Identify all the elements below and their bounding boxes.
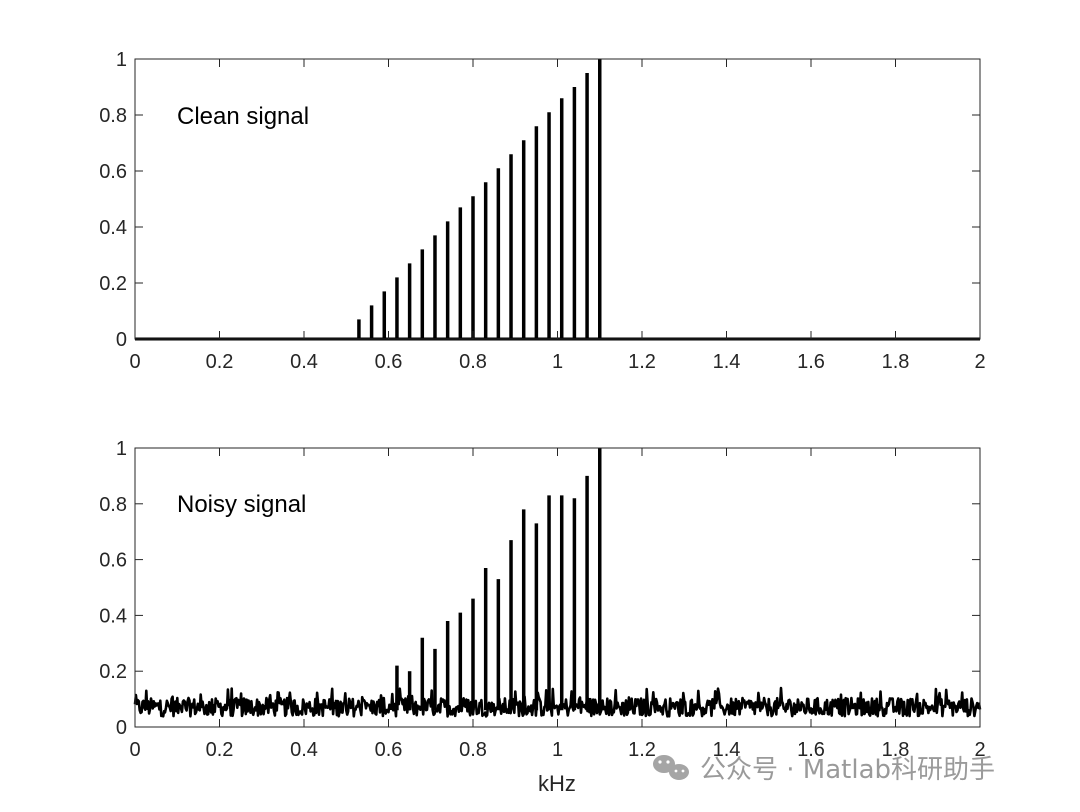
x-tick-label: 1 — [552, 739, 563, 761]
x-tick-label: 0 — [129, 739, 140, 761]
x-tick-label: 0.6 — [375, 351, 403, 373]
x-tick-label: 1.6 — [797, 739, 825, 761]
x-tick-label: 1.2 — [628, 739, 656, 761]
clean-signal-panel: 0 0.2 0.4 0.6 0.8 1 1.2 1.4 1.6 1.8 2 0 0.2 0.4 0.6 0.8… — [99, 49, 985, 373]
y-tick-label: 1 — [116, 438, 127, 460]
noise-floor-series — [133, 686, 982, 718]
x-axis-title: kHz — [538, 771, 576, 796]
wechat-icon — [653, 755, 689, 780]
x-tick-label: 0.2 — [206, 351, 234, 373]
y-tick-label: 0.8 — [99, 494, 127, 516]
clean-signal-annotation: Clean signal — [177, 103, 309, 130]
x-tick-label: 1.8 — [882, 351, 910, 373]
y-tick-label: 1 — [116, 49, 127, 71]
x-tick-label: 0.2 — [206, 739, 234, 761]
y-tick-label: 0.6 — [99, 161, 127, 183]
noisy-axes-box — [134, 447, 981, 728]
y-tick-label: 0.4 — [99, 217, 127, 239]
x-tick-label: 0.8 — [459, 351, 487, 373]
x-tick-label: 1.8 — [882, 739, 910, 761]
y-tick-label: 0.8 — [99, 105, 127, 127]
x-tick-label: 1.6 — [797, 351, 825, 373]
x-tick-label: 1.4 — [713, 351, 741, 373]
x-tick-label: 1 — [552, 351, 563, 373]
x-tick-label: 2 — [974, 739, 985, 761]
y-tick-label: 0.6 — [99, 550, 127, 572]
noisy-signal-annotation: Noisy signal — [177, 491, 306, 518]
x-tick-label: 2 — [974, 351, 985, 373]
watermark: 公众号 · Matlab科研助手 — [653, 755, 995, 785]
x-tick-label: 0.8 — [459, 739, 487, 761]
y-tick-label: 0 — [116, 717, 127, 739]
y-tick-label: 0.2 — [99, 661, 127, 683]
x-tick-label: 0 — [129, 351, 140, 373]
watermark-text: 公众号 · Matlab科研助手 — [700, 755, 995, 785]
x-tick-label: 1.2 — [628, 351, 656, 373]
noisy-signal-panel: 0 0.2 0.4 0.6 0.8 1 1.2 1.4 1.6 1.8 2 0 0.2 0.4 0.6 0.8… — [99, 438, 985, 796]
y-tick-label: 0.4 — [99, 605, 127, 627]
y-tick-label: 0 — [116, 329, 127, 351]
x-tick-label: 0.4 — [290, 739, 318, 761]
clean-axes-box — [134, 58, 981, 340]
x-tick-label: 1.4 — [713, 739, 741, 761]
x-tick-label: 0.4 — [290, 351, 318, 373]
y-tick-label: 0.2 — [99, 273, 127, 295]
x-tick-label: 0.6 — [375, 739, 403, 761]
